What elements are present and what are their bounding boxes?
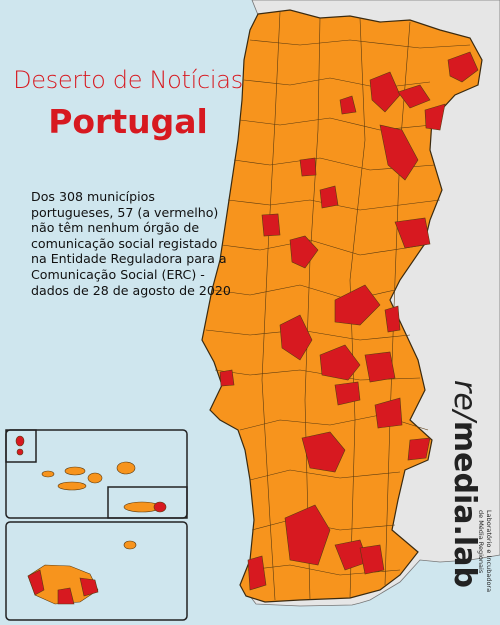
title: Deserto de Notícias [13, 66, 243, 94]
description: Dos 308 municípios portugueses, 57 (a ve… [31, 189, 231, 298]
tagline-line: de Média Regionais [477, 510, 485, 574]
logo-tagline: Laboratório e Incubadora de Média Regiona… [477, 510, 493, 592]
logo-prefix: re/ [447, 380, 482, 421]
madeira-inset [5, 521, 188, 621]
news-deserts [219, 51, 479, 591]
municipal-borders [205, 11, 471, 601]
tagline-line: Laboratório e Incubadora [485, 510, 493, 593]
azores-inset [5, 429, 188, 519]
subtitle: Portugal [48, 102, 208, 141]
